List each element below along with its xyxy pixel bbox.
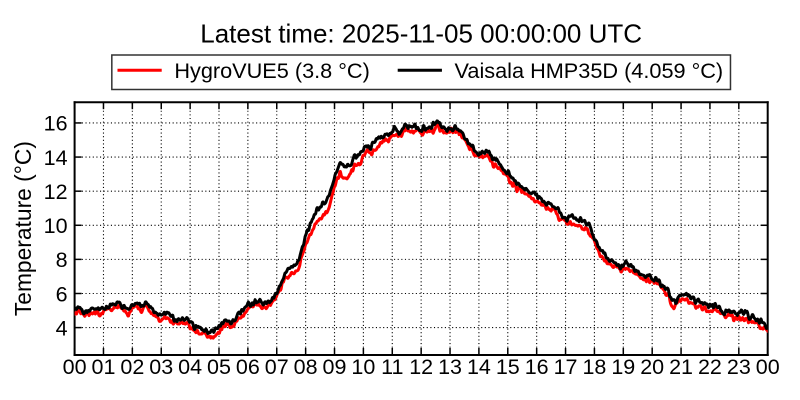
- svg-text:14: 14: [467, 355, 491, 379]
- svg-text:18: 18: [582, 355, 606, 379]
- svg-text:16: 16: [44, 112, 68, 136]
- svg-text:14: 14: [44, 146, 68, 170]
- svg-text:02: 02: [120, 355, 144, 379]
- svg-text:12: 12: [44, 180, 68, 204]
- svg-text:21: 21: [669, 355, 693, 379]
- svg-text:19: 19: [611, 355, 635, 379]
- svg-text:15: 15: [496, 355, 520, 379]
- svg-text:00: 00: [63, 355, 87, 379]
- svg-text:8: 8: [56, 248, 68, 272]
- svg-text:01: 01: [92, 355, 116, 379]
- svg-text:Temperature (°C): Temperature (°C): [10, 141, 36, 316]
- svg-text:4: 4: [56, 316, 68, 340]
- svg-text:HygroVUE5 (3.8 °C): HygroVUE5 (3.8 °C): [174, 58, 369, 83]
- svg-text:06: 06: [236, 355, 260, 379]
- svg-text:08: 08: [294, 355, 318, 379]
- svg-text:10: 10: [44, 214, 68, 238]
- svg-text:11: 11: [381, 355, 403, 379]
- svg-text:03: 03: [149, 355, 173, 379]
- svg-text:20: 20: [640, 355, 664, 379]
- svg-text:13: 13: [438, 355, 462, 379]
- svg-text:09: 09: [323, 355, 347, 379]
- svg-text:16: 16: [525, 355, 549, 379]
- svg-text:05: 05: [207, 355, 231, 379]
- svg-text:17: 17: [554, 355, 578, 379]
- svg-text:04: 04: [178, 355, 202, 379]
- svg-text:22: 22: [698, 355, 722, 379]
- svg-text:07: 07: [265, 355, 289, 379]
- svg-text:10: 10: [351, 355, 375, 379]
- svg-text:23: 23: [727, 355, 751, 379]
- svg-text:Latest time: 2025-11-05 00:00:: Latest time: 2025-11-05 00:00:00 UTC: [200, 19, 642, 49]
- svg-text:12: 12: [409, 355, 433, 379]
- svg-text:00: 00: [756, 355, 780, 379]
- svg-text:Vaisala HMP35D (4.059 °C): Vaisala HMP35D (4.059 °C): [455, 58, 724, 83]
- svg-text:6: 6: [56, 282, 68, 306]
